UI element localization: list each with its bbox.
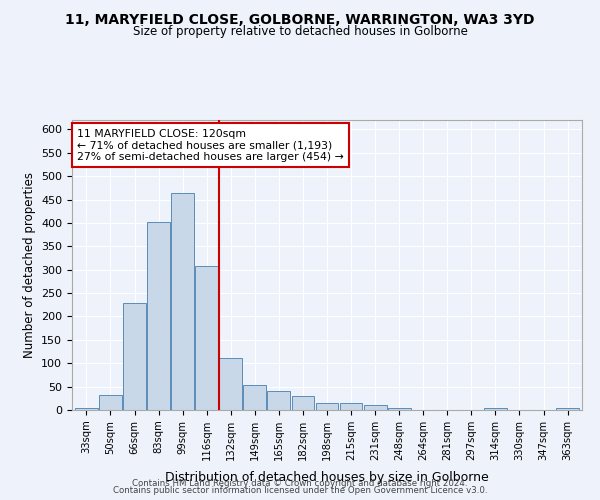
Bar: [244, 384, 266, 410]
Bar: [195, 266, 218, 410]
Bar: [123, 304, 146, 410]
Bar: [268, 392, 290, 410]
Bar: [316, 404, 338, 410]
Bar: [556, 408, 579, 410]
Bar: [75, 408, 98, 410]
Bar: [99, 395, 122, 410]
Bar: [364, 406, 386, 410]
Bar: [484, 408, 507, 410]
Bar: [220, 358, 242, 410]
Y-axis label: Number of detached properties: Number of detached properties: [23, 172, 35, 358]
Bar: [388, 408, 410, 410]
X-axis label: Distribution of detached houses by size in Golborne: Distribution of detached houses by size …: [165, 471, 489, 484]
Bar: [147, 222, 170, 410]
Bar: [340, 404, 362, 410]
Text: 11 MARYFIELD CLOSE: 120sqm
← 71% of detached houses are smaller (1,193)
27% of s: 11 MARYFIELD CLOSE: 120sqm ← 71% of deta…: [77, 128, 344, 162]
Bar: [171, 194, 194, 410]
Text: 11, MARYFIELD CLOSE, GOLBORNE, WARRINGTON, WA3 3YD: 11, MARYFIELD CLOSE, GOLBORNE, WARRINGTO…: [65, 12, 535, 26]
Text: Contains public sector information licensed under the Open Government Licence v3: Contains public sector information licen…: [113, 486, 487, 495]
Text: Size of property relative to detached houses in Golborne: Size of property relative to detached ho…: [133, 25, 467, 38]
Bar: [292, 396, 314, 410]
Text: Contains HM Land Registry data © Crown copyright and database right 2024.: Contains HM Land Registry data © Crown c…: [132, 478, 468, 488]
